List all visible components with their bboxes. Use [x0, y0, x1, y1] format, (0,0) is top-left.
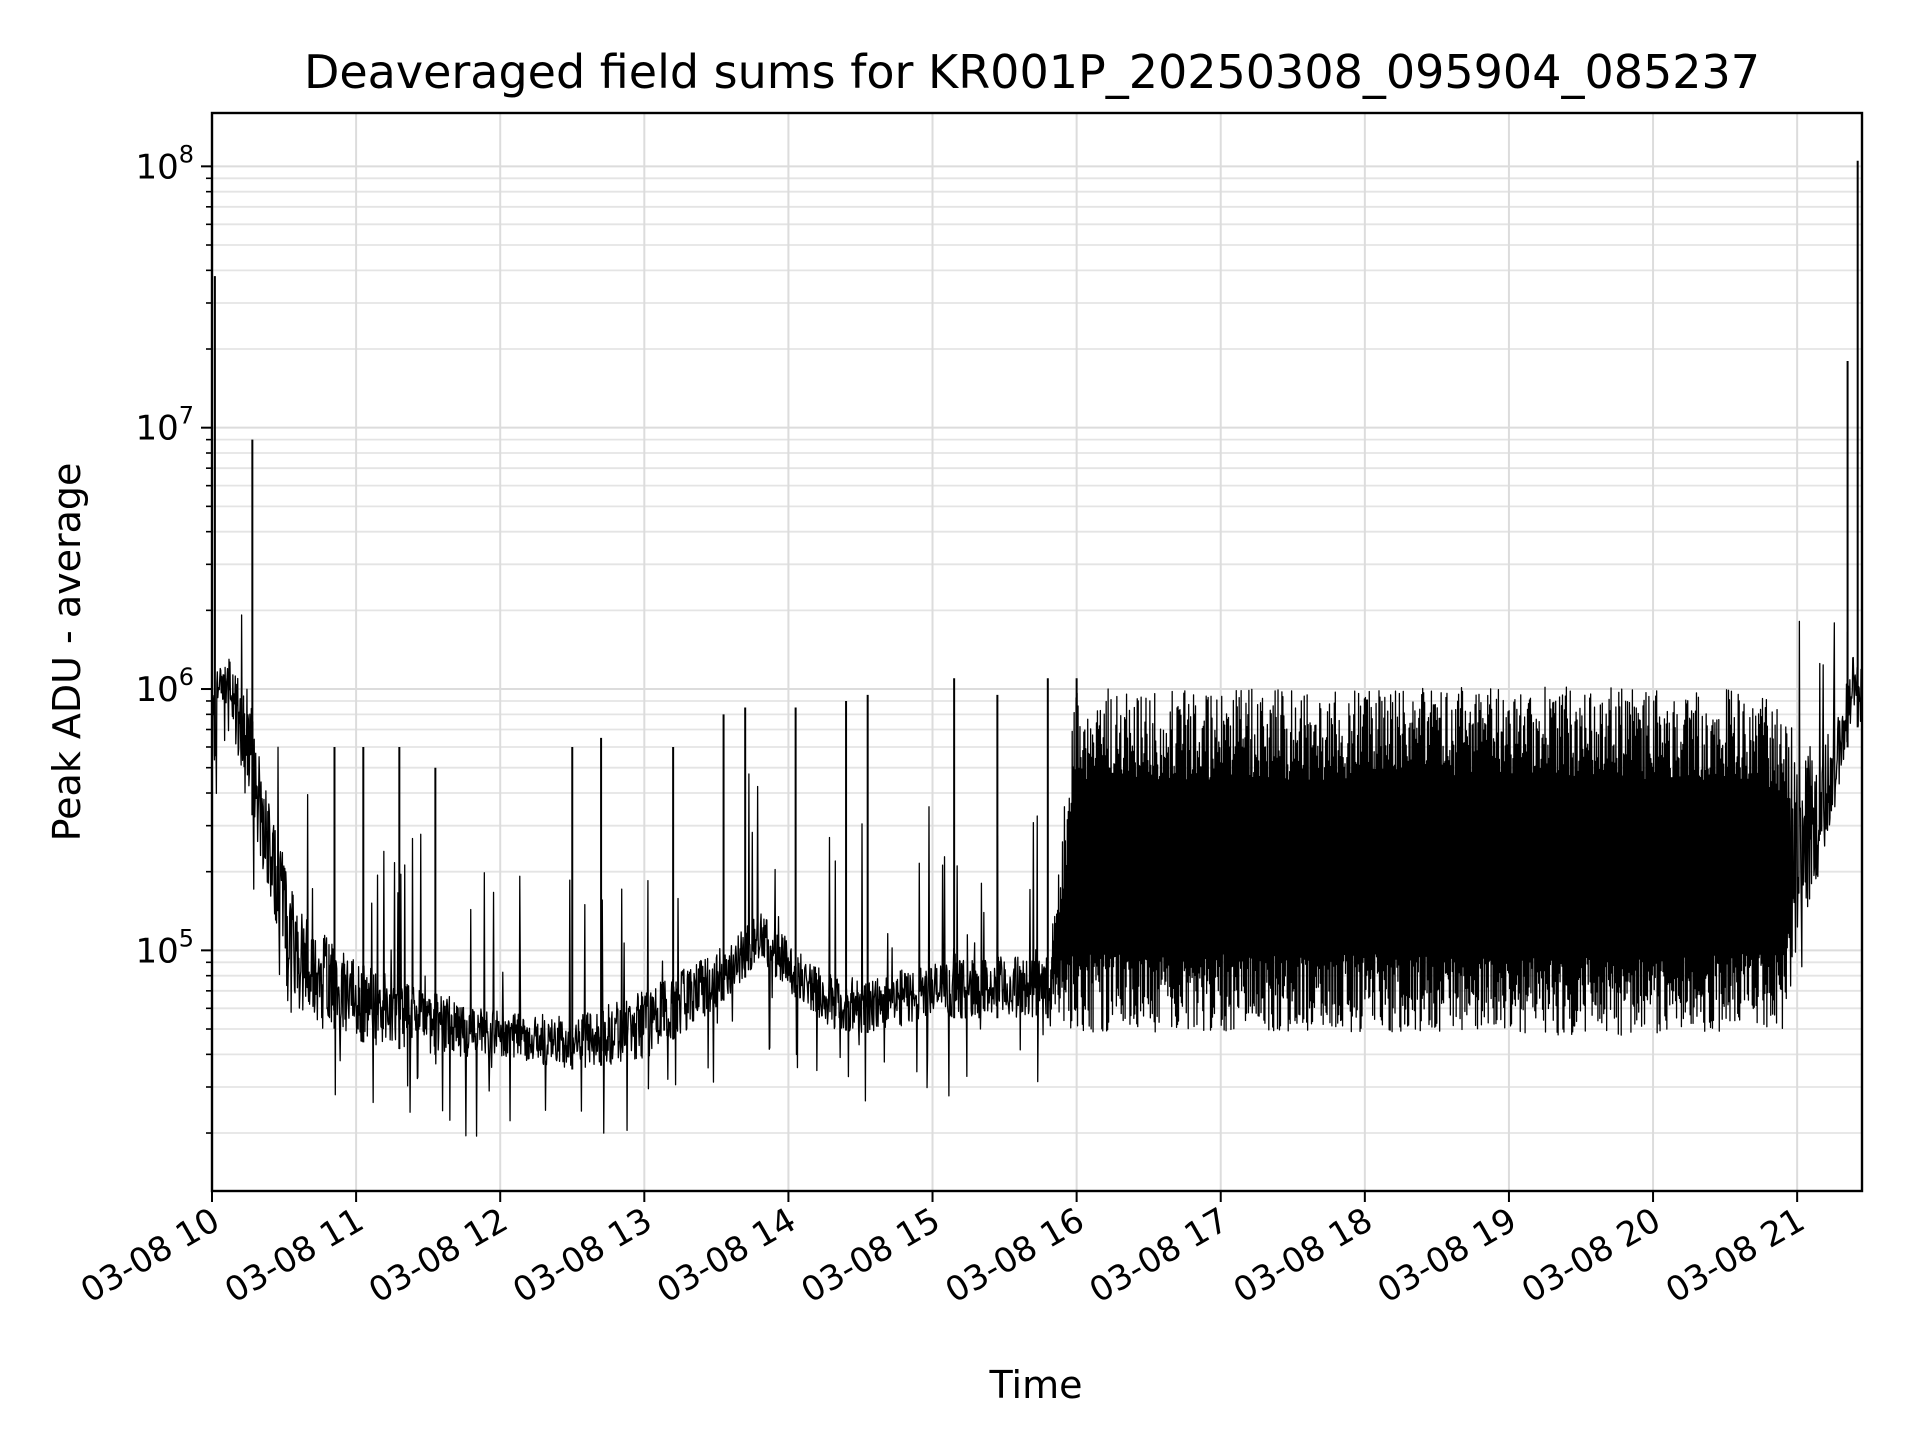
y-tick-label: 106: [135, 663, 194, 710]
plot-frame: [210, 111, 1864, 1193]
chart-title: Deaveraged field sums for KR001P_2025030…: [304, 45, 1760, 99]
y-axis: 105 106 107 108: [135, 140, 212, 1134]
y-tick-label: 105: [135, 924, 194, 971]
x-axis-label: Time: [989, 1363, 1083, 1407]
series-line: [211, 614, 1863, 1137]
y-tick-label: 108: [135, 140, 194, 187]
y-tick-label: 107: [135, 402, 194, 449]
series-group: [211, 160, 1863, 1137]
y-axis-label: Peak ADU - average: [45, 463, 89, 842]
